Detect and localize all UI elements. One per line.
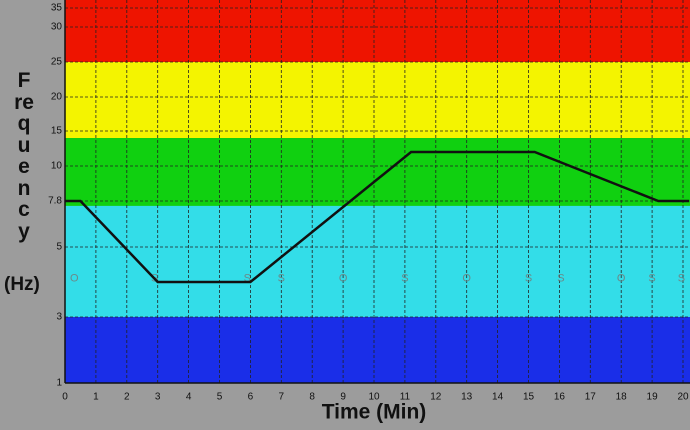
y-tick-label: 30 [51,22,63,33]
y-tick-label: 3 [56,312,62,323]
band [65,0,690,62]
x-tick-label: 19 [647,392,659,403]
x-tick-label: 0 [62,392,68,403]
marker-label: S [244,272,251,284]
x-tick-label: 4 [186,392,192,403]
x-tick-label: 8 [309,392,315,403]
marker-label: S [648,272,655,284]
x-tick-label: 11 [400,392,411,403]
x-tick-label: 15 [523,392,535,403]
band [65,138,690,206]
x-tick-label: 5 [217,392,223,403]
x-tick-label: 17 [585,392,597,403]
x-tick-label: 7 [279,392,285,403]
y-tick-label: 20 [51,92,63,103]
band [65,62,690,138]
y-tick-label: 1 [56,378,62,389]
y-tick-label: 5 [56,242,62,253]
x-tick-label: 10 [368,392,380,403]
y-tick-label: 10 [51,161,63,172]
marker-label: S [557,272,564,284]
x-tick-label: 3 [155,392,161,403]
y-axis-label: Frequency [14,69,34,243]
x-tick-label: 12 [430,392,442,403]
x-tick-label: 9 [340,392,346,403]
marker-label: O [339,272,348,284]
y-tick-label: 25 [51,57,63,68]
y-tick-label: 35 [51,3,63,14]
x-tick-label: 2 [124,392,130,403]
x-tick-label: 20 [677,392,689,403]
band [65,317,690,383]
x-tick-label: 16 [554,392,566,403]
x-axis-label: Time (Min) [322,401,427,424]
marker-label: O [462,272,471,284]
x-tick-label: 14 [492,392,504,403]
y-tick-label: 15 [51,126,63,137]
y-axis-unit: (Hz) [4,274,40,295]
marker-label: S [278,272,285,284]
band [65,205,690,317]
marker-label: O [70,272,79,284]
x-tick-label: 1 [93,392,99,403]
x-tick-label: 6 [248,392,254,403]
data-line [65,150,690,284]
marker-label: S [401,272,408,284]
marker-label: S [525,272,532,284]
x-tick-label: 13 [461,392,473,403]
y-tick-label: 7.8 [48,196,62,207]
x-tick-label: 18 [616,392,628,403]
marker-label: O [617,272,626,284]
marker-label: S [678,272,685,284]
